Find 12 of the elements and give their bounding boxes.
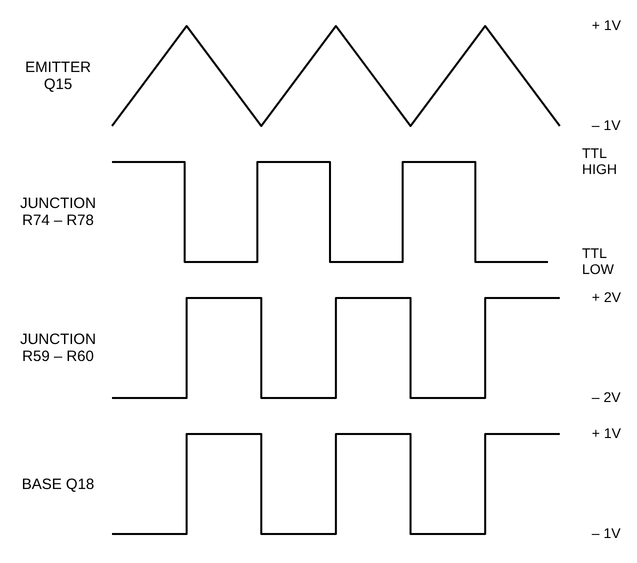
y-axis-title: JUNCTION R59 – R60 <box>19 331 97 365</box>
y-tick-label: – 1V <box>592 116 622 133</box>
y-tick-label: + 2V <box>592 288 622 305</box>
y-axis-title: BASE Q18 <box>20 476 96 492</box>
y-axis-title: JUNCTION R74 – R78 <box>19 195 97 229</box>
annotation: TTL LOW <box>582 244 615 277</box>
y-tick-label: – 2V <box>592 388 622 405</box>
y-tick-label: – 1V <box>592 524 622 541</box>
y-tick-label: + 1V <box>592 424 622 441</box>
y-tick-label: + 1V <box>592 16 622 33</box>
y-axis-title: EMITTER Q15 <box>24 59 92 93</box>
annotation: TTL HIGH <box>582 144 617 177</box>
